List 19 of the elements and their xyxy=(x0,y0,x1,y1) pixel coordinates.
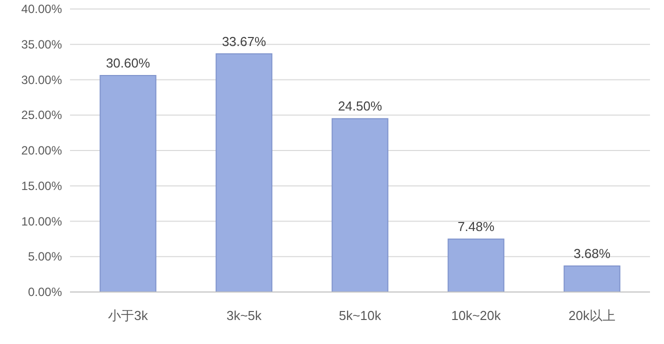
data-label: 24.50% xyxy=(338,98,382,114)
xtick: 小于3k xyxy=(108,308,148,323)
ytick: 30.00% xyxy=(21,72,62,87)
data-label: 30.60% xyxy=(106,56,150,70)
ytick: 25.00% xyxy=(21,108,62,122)
ytick: 40.00% xyxy=(21,2,62,16)
xtick: 3k~5k xyxy=(226,308,262,323)
xtick: 5k~10k xyxy=(338,308,382,323)
ytick: 15.00% xyxy=(21,178,62,193)
ytick: 0.00% xyxy=(28,285,62,299)
data-label: 3.68% xyxy=(574,246,610,261)
ytick: 5.00% xyxy=(28,250,62,264)
data-label: 7.48% xyxy=(458,219,494,234)
ytick: 20.00% xyxy=(21,144,62,158)
ytick: 35.00% xyxy=(21,37,62,52)
data-label: 33.67% xyxy=(222,34,266,49)
ytick: 10.00% xyxy=(21,214,62,228)
xtick: 10k~20k xyxy=(451,308,501,323)
xtick: 20k以上 xyxy=(568,308,616,323)
